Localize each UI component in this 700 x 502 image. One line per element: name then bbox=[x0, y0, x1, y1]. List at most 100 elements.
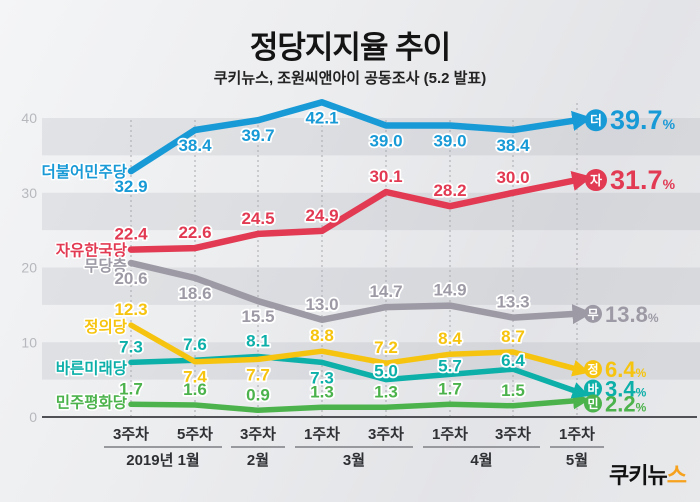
value-label: 39.7 bbox=[241, 126, 274, 145]
y-axis-label: 20 bbox=[21, 260, 37, 276]
value-label: 32.9 bbox=[114, 177, 147, 196]
value-label: 20.6 bbox=[114, 269, 147, 288]
y-axis-label: 40 bbox=[21, 110, 37, 126]
x-axis-week-label: 1주차 bbox=[432, 426, 468, 443]
value-label: 13.0 bbox=[305, 295, 338, 314]
logo-text: 쿠키뉴 bbox=[609, 463, 668, 488]
party-badge-char: 정 bbox=[587, 362, 598, 377]
final-percent-sign: % bbox=[663, 176, 676, 192]
series-line-무당층 bbox=[127, 259, 593, 325]
value-label: 38.4 bbox=[178, 136, 212, 155]
series-name-label: 더불어민주당 bbox=[41, 163, 127, 181]
final-value: 31.7 bbox=[610, 165, 663, 195]
series-name-label: 바른미래당 bbox=[56, 359, 128, 377]
final-value: 3.4 bbox=[605, 377, 636, 402]
final-value: 13.8 bbox=[605, 302, 648, 327]
x-axis-week-label: 3주차 bbox=[495, 426, 531, 443]
series-line-더불어민주당 bbox=[127, 99, 593, 175]
value-label: 7.7 bbox=[246, 365, 270, 384]
value-label: 30.1 bbox=[369, 167, 402, 186]
series-line-민주평화당 bbox=[128, 392, 591, 414]
value-label: 24.5 bbox=[241, 209, 274, 228]
value-label: 7.6 bbox=[183, 335, 207, 354]
party-badge-더 bbox=[585, 109, 607, 132]
value-label: 8.7 bbox=[501, 327, 525, 346]
value-label: 7.3 bbox=[119, 337, 143, 356]
x-axis-week-label: 3주차 bbox=[368, 426, 404, 443]
final-value: 6.4 bbox=[605, 357, 636, 382]
value-label: 6.4 bbox=[501, 351, 525, 370]
final-percent-sign: % bbox=[636, 366, 647, 380]
value-label: 5.0 bbox=[374, 362, 398, 381]
value-label: 39.0 bbox=[433, 131, 466, 150]
logo-accent: 스 bbox=[666, 463, 687, 488]
page-title: 정당지지율 추이 bbox=[249, 30, 451, 65]
value-label: 24.9 bbox=[305, 206, 338, 225]
kukinews-logo: 쿠키뉴스 bbox=[609, 458, 687, 490]
x-axis-month-label: 2월 bbox=[247, 452, 269, 469]
x-axis-week-label: 5주차 bbox=[177, 426, 213, 443]
value-label: 38.4 bbox=[496, 136, 530, 155]
y-axis-label: 0 bbox=[29, 409, 37, 425]
final-percent-sign: % bbox=[636, 401, 647, 415]
value-label: 22.4 bbox=[114, 225, 148, 244]
party-badge-바 bbox=[584, 379, 602, 398]
party-badge-char: 무 bbox=[587, 307, 598, 321]
value-label: 7.2 bbox=[374, 338, 398, 357]
final-percent-sign: % bbox=[648, 311, 659, 325]
y-axis-label: 10 bbox=[21, 334, 37, 350]
value-label: 39.0 bbox=[369, 131, 402, 150]
x-axis-week-label: 3주차 bbox=[240, 426, 276, 443]
x-axis-month-label: 5월 bbox=[566, 452, 588, 469]
x-axis-week-label: 1주차 bbox=[304, 426, 340, 443]
x-axis-month-label: 3월 bbox=[343, 452, 365, 469]
value-label: 8.1 bbox=[246, 331, 270, 350]
party-badge-char: 바 bbox=[587, 381, 598, 396]
series-line-정의당 bbox=[128, 322, 590, 377]
value-label: 42.1 bbox=[305, 108, 338, 127]
final-value: 2.2 bbox=[605, 392, 636, 417]
y-axis-label: 30 bbox=[21, 185, 37, 201]
value-label: 7.4 bbox=[183, 368, 207, 387]
value-label: 28.2 bbox=[433, 181, 466, 200]
party-badge-자 bbox=[585, 169, 607, 192]
value-label: 1.7 bbox=[119, 379, 143, 398]
final-value-label: 39.7% bbox=[610, 105, 676, 135]
series-name-label: 정의당 bbox=[84, 318, 128, 336]
final-value-label: 13.8% bbox=[605, 302, 659, 327]
value-label: 18.6 bbox=[178, 284, 211, 303]
series-line-자유한국당 bbox=[127, 171, 593, 253]
party-badge-char: 민 bbox=[587, 396, 598, 411]
x-axis-month-label: 2019년 1월 bbox=[126, 452, 199, 469]
value-label: 22.6 bbox=[178, 223, 211, 242]
series-name-label: 자유한국당 bbox=[56, 241, 128, 260]
value-label: 12.3 bbox=[114, 300, 147, 319]
value-label: 8.4 bbox=[438, 329, 462, 348]
value-label: 1.6 bbox=[183, 380, 207, 399]
value-label: 14.7 bbox=[369, 282, 402, 301]
value-label: 1.3 bbox=[374, 382, 398, 401]
party-badge-민 bbox=[584, 394, 602, 413]
value-label: 14.9 bbox=[433, 281, 466, 300]
x-axis-month-label: 4월 bbox=[470, 452, 492, 469]
final-percent-sign: % bbox=[663, 116, 676, 132]
page-subtitle: 쿠키뉴스, 조원씨앤아이 공동조사 (5.2 발표) bbox=[213, 70, 487, 87]
final-value-label: 6.4% bbox=[605, 357, 647, 382]
value-label: 1.7 bbox=[438, 379, 462, 398]
value-label: 30.0 bbox=[496, 168, 529, 187]
value-label: 13.3 bbox=[496, 293, 529, 312]
party-badge-char: 자 bbox=[590, 173, 602, 188]
value-label: 1.3 bbox=[310, 382, 334, 401]
final-value-label: 31.7% bbox=[610, 165, 676, 195]
value-label: 8.8 bbox=[310, 326, 334, 345]
final-value-label: 3.4% bbox=[605, 377, 647, 402]
series-name-label: 무당층 bbox=[84, 257, 127, 275]
x-axis-week-label: 3주차 bbox=[113, 426, 149, 443]
series-name-label: 민주평화당 bbox=[56, 392, 128, 411]
party-badge-char: 더 bbox=[590, 113, 602, 128]
final-value: 39.7 bbox=[610, 105, 663, 135]
value-label: 7.3 bbox=[310, 368, 334, 387]
x-axis-week-label: 1주차 bbox=[559, 426, 595, 443]
